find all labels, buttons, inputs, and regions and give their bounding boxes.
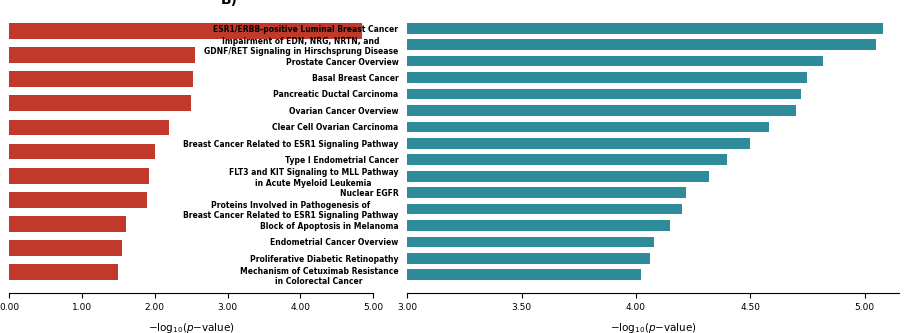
Bar xyxy=(9,240,122,256)
Bar xyxy=(0,89,801,99)
Bar xyxy=(0,56,824,66)
Bar xyxy=(0,237,655,247)
Bar xyxy=(9,168,149,183)
Bar xyxy=(0,122,768,132)
Bar xyxy=(0,253,650,264)
Bar xyxy=(9,47,195,63)
Bar xyxy=(9,192,147,208)
Bar xyxy=(9,264,118,280)
Bar xyxy=(0,269,640,280)
Bar xyxy=(0,220,670,231)
Bar xyxy=(9,120,169,135)
Bar xyxy=(0,155,727,165)
Bar xyxy=(0,187,686,198)
Bar xyxy=(9,23,362,39)
Bar xyxy=(0,72,807,83)
Bar xyxy=(9,216,125,232)
Bar xyxy=(0,204,682,214)
Bar xyxy=(9,144,154,160)
Bar xyxy=(9,95,191,111)
Bar xyxy=(0,171,709,181)
Bar xyxy=(0,39,876,50)
Text: B): B) xyxy=(221,0,238,7)
Text: $-\mathrm{log}_{10}(\mathit{p}\mathrm{-value})$: $-\mathrm{log}_{10}(\mathit{p}\mathrm{-v… xyxy=(148,321,234,333)
Bar xyxy=(0,138,750,149)
Bar xyxy=(0,23,883,34)
Text: $-\mathrm{log}_{10}(\mathit{p}\mathrm{-value})$: $-\mathrm{log}_{10}(\mathit{p}\mathrm{-v… xyxy=(609,321,696,333)
Bar xyxy=(0,105,796,116)
Bar xyxy=(9,71,192,87)
